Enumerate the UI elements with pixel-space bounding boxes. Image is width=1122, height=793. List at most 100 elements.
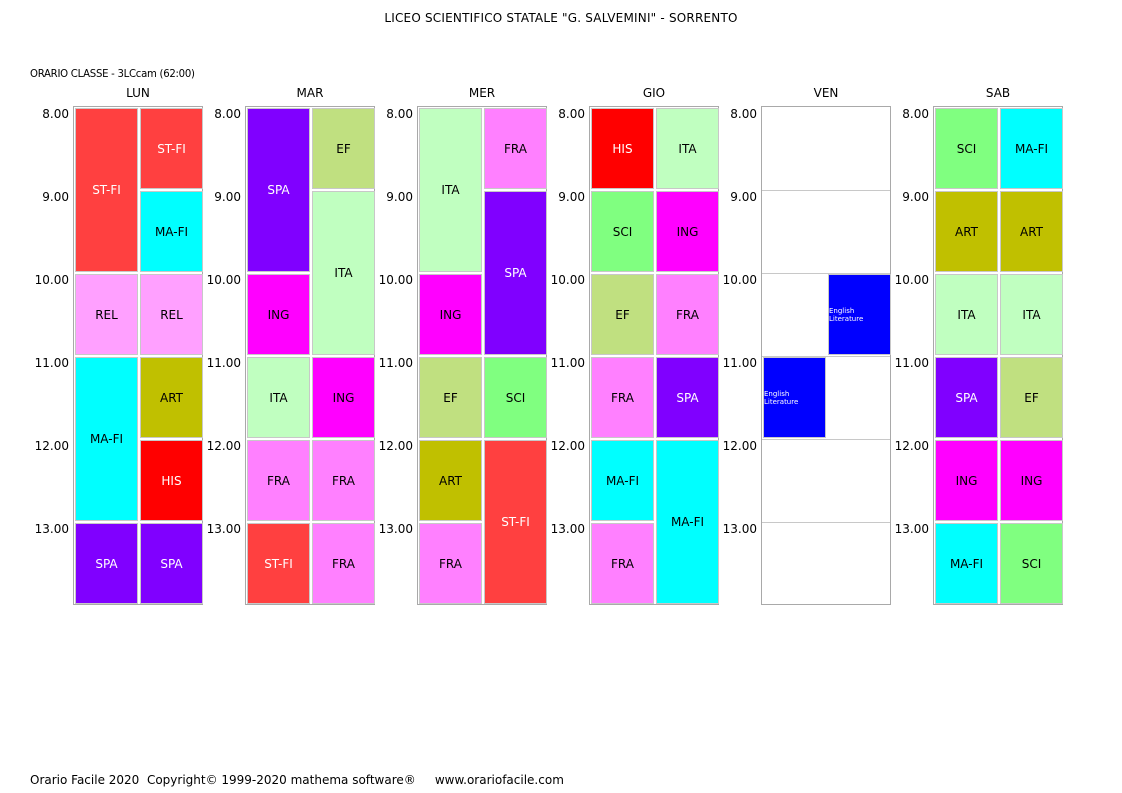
time-label: 10.00	[206, 273, 241, 287]
lesson-cell[interactable]: EF	[312, 108, 375, 189]
time-label: 9.00	[214, 190, 241, 204]
lesson-cell[interactable]: English Literature	[763, 357, 826, 438]
lesson-cell[interactable]: EF	[591, 274, 654, 355]
time-label: 10.00	[894, 273, 929, 287]
lesson-cell[interactable]: SPA	[140, 523, 203, 604]
lesson-cell[interactable]: SCI	[484, 357, 547, 438]
time-label: 9.00	[558, 190, 585, 204]
lesson-cell[interactable]: SPA	[247, 108, 310, 272]
lesson-cell[interactable]: ST-FI	[247, 523, 310, 604]
lesson-cell[interactable]: ST-FI	[484, 440, 547, 604]
lesson-cell[interactable]: FRA	[656, 274, 719, 355]
lesson-cell[interactable]: ART	[1000, 191, 1063, 272]
time-label: 8.00	[730, 107, 757, 121]
day-column-gio: HIS ITA SCI ING EF FRA FRA SPA MA-FI MA-FI FRA	[589, 106, 719, 605]
time-label: 12.00	[206, 439, 241, 453]
time-label: 10.00	[34, 273, 69, 287]
lesson-cell[interactable]: ING	[247, 274, 310, 355]
time-label: 12.00	[722, 439, 757, 453]
time-label: 13.00	[378, 522, 413, 536]
time-label: 12.00	[34, 439, 69, 453]
time-label: 9.00	[386, 190, 413, 204]
lesson-cell[interactable]: EF	[419, 357, 482, 438]
time-label: 13.00	[550, 522, 585, 536]
time-label: 8.00	[42, 107, 69, 121]
lesson-cell[interactable]: ITA	[656, 108, 719, 189]
day-column-mar: SPA EF ITA ING ITA ING FRA FRA ST-FI FRA	[245, 106, 375, 605]
day-header-ven: VEN	[813, 86, 839, 100]
time-label: 9.00	[42, 190, 69, 204]
day-header-gio: GIO	[642, 86, 666, 100]
lesson-cell[interactable]: FRA	[484, 108, 547, 189]
lesson-cell[interactable]: SCI	[591, 191, 654, 272]
lesson-cell[interactable]: ING	[656, 191, 719, 272]
time-label: 11.00	[378, 356, 413, 370]
lesson-cell[interactable]: MA-FI	[75, 357, 138, 521]
lesson-cell[interactable]: ITA	[419, 108, 482, 272]
lesson-cell[interactable]: FRA	[312, 440, 375, 521]
lesson-cell[interactable]: ART	[140, 357, 203, 438]
time-label: 8.00	[902, 107, 929, 121]
lesson-cell[interactable]: ITA	[1000, 274, 1063, 355]
lesson-cell[interactable]: MA-FI	[656, 440, 719, 604]
lesson-cell[interactable]: SPA	[656, 357, 719, 438]
day-column-sab: SCI MA-FI ART ART ITA ITA SPA EF ING ING MA-FI SCI	[933, 106, 1063, 605]
lesson-cell[interactable]: REL	[75, 274, 138, 355]
time-label: 11.00	[722, 356, 757, 370]
lesson-cell[interactable]: MA-FI	[1000, 108, 1063, 189]
lesson-cell[interactable]: REL	[140, 274, 203, 355]
lesson-cell[interactable]: FRA	[312, 523, 375, 604]
lesson-cell[interactable]: ING	[419, 274, 482, 355]
lesson-cell[interactable]: FRA	[419, 523, 482, 604]
lesson-cell[interactable]: ITA	[312, 191, 375, 355]
lesson-cell[interactable]: SPA	[935, 357, 998, 438]
lesson-cell[interactable]: SPA	[484, 191, 547, 355]
lesson-cell[interactable]: ING	[935, 440, 998, 521]
day-column-mer: ITA FRA SPA ING EF SCI ART ST-FI FRA	[417, 106, 547, 605]
lesson-cell[interactable]: FRA	[591, 357, 654, 438]
time-label: 8.00	[214, 107, 241, 121]
day-header-sab: SAB	[985, 86, 1011, 100]
lesson-cell[interactable]: ING	[1000, 440, 1063, 521]
lesson-cell[interactable]: ST-FI	[75, 108, 138, 272]
time-label: 11.00	[894, 356, 929, 370]
day-header-lun: LUN	[126, 86, 150, 100]
time-label: 13.00	[34, 522, 69, 536]
lesson-cell[interactable]: SCI	[935, 108, 998, 189]
time-label: 9.00	[730, 190, 757, 204]
lesson-cell[interactable]: HIS	[591, 108, 654, 189]
time-label: 11.00	[206, 356, 241, 370]
lesson-cell[interactable]: HIS	[140, 440, 203, 521]
time-label: 10.00	[378, 273, 413, 287]
slot-divider	[762, 522, 890, 523]
lesson-cell[interactable]: ITA	[247, 357, 310, 438]
lesson-cell[interactable]: SPA	[75, 523, 138, 604]
lesson-cell[interactable]: English Literature	[828, 274, 891, 355]
lesson-cell[interactable]: ART	[935, 191, 998, 272]
slot-divider	[762, 273, 890, 274]
page-title: LICEO SCIENTIFICO STATALE "G. SALVEMINI"…	[384, 11, 738, 25]
day-column-lun: ST-FI ST-FI MA-FI REL REL MA-FI ART HIS SPA SPA	[73, 106, 203, 605]
lesson-cell[interactable]: ING	[312, 357, 375, 438]
lesson-cell[interactable]: FRA	[247, 440, 310, 521]
slot-divider	[762, 356, 890, 357]
day-header-mar: MAR	[296, 86, 324, 100]
lesson-cell[interactable]: MA-FI	[591, 440, 654, 521]
lesson-cell[interactable]: ART	[419, 440, 482, 521]
lesson-cell[interactable]: ST-FI	[140, 108, 203, 189]
time-label: 9.00	[902, 190, 929, 204]
time-label: 13.00	[894, 522, 929, 536]
lesson-cell[interactable]: MA-FI	[140, 191, 203, 272]
day-header-mer: MER	[468, 86, 496, 100]
slot-divider	[762, 190, 890, 191]
lesson-cell[interactable]: EF	[1000, 357, 1063, 438]
lesson-cell[interactable]: SCI	[1000, 523, 1063, 604]
time-label: 12.00	[378, 439, 413, 453]
day-column-ven: English Literature English Literature	[761, 106, 891, 605]
time-label: 10.00	[722, 273, 757, 287]
time-label: 13.00	[206, 522, 241, 536]
time-label: 10.00	[550, 273, 585, 287]
lesson-cell[interactable]: ITA	[935, 274, 998, 355]
lesson-cell[interactable]: MA-FI	[935, 523, 998, 604]
lesson-cell[interactable]: FRA	[591, 523, 654, 604]
